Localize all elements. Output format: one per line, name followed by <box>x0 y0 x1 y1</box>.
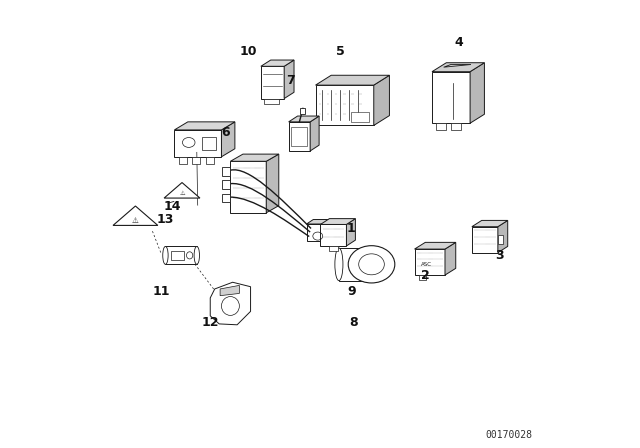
Text: ⚠: ⚠ <box>179 191 185 197</box>
Polygon shape <box>210 282 251 325</box>
Text: 12: 12 <box>202 316 219 329</box>
Polygon shape <box>321 224 346 246</box>
Polygon shape <box>310 116 319 151</box>
Polygon shape <box>220 285 239 296</box>
Polygon shape <box>230 161 266 213</box>
Polygon shape <box>174 122 235 130</box>
Polygon shape <box>498 235 503 244</box>
Polygon shape <box>432 72 470 123</box>
Text: 10: 10 <box>239 45 257 58</box>
Polygon shape <box>192 157 200 164</box>
Polygon shape <box>221 122 235 157</box>
Text: 00170028: 00170028 <box>486 430 533 439</box>
Polygon shape <box>261 60 294 66</box>
Text: 11: 11 <box>152 284 170 298</box>
Text: 5: 5 <box>336 45 344 58</box>
Text: ASC: ASC <box>420 262 431 267</box>
Text: 3: 3 <box>495 249 504 262</box>
Polygon shape <box>415 249 445 275</box>
Polygon shape <box>266 154 279 213</box>
Text: 8: 8 <box>349 316 358 329</box>
Ellipse shape <box>348 246 395 283</box>
Polygon shape <box>230 154 279 161</box>
Polygon shape <box>329 220 336 241</box>
Polygon shape <box>291 127 307 146</box>
Polygon shape <box>351 112 369 122</box>
Polygon shape <box>307 220 336 224</box>
Text: 14: 14 <box>163 199 181 213</box>
Text: 1: 1 <box>347 222 356 235</box>
Polygon shape <box>222 167 230 176</box>
Polygon shape <box>498 220 508 253</box>
Polygon shape <box>222 180 230 189</box>
Polygon shape <box>174 130 221 157</box>
Polygon shape <box>339 248 364 280</box>
Polygon shape <box>284 60 294 99</box>
Polygon shape <box>261 66 284 99</box>
Polygon shape <box>307 224 329 241</box>
Text: 7: 7 <box>287 74 295 87</box>
Text: 4: 4 <box>454 36 463 49</box>
Polygon shape <box>374 75 389 125</box>
Polygon shape <box>206 157 214 164</box>
Ellipse shape <box>163 246 168 264</box>
Polygon shape <box>472 227 498 253</box>
Polygon shape <box>346 219 355 246</box>
Text: 2: 2 <box>421 269 429 282</box>
Polygon shape <box>415 242 456 249</box>
Ellipse shape <box>335 248 343 280</box>
Polygon shape <box>436 123 446 130</box>
Polygon shape <box>164 182 200 198</box>
Polygon shape <box>171 251 184 260</box>
Polygon shape <box>316 85 374 125</box>
Polygon shape <box>165 246 197 264</box>
Polygon shape <box>419 275 426 280</box>
Text: ⚠: ⚠ <box>132 216 139 225</box>
Polygon shape <box>445 242 456 275</box>
Polygon shape <box>470 63 484 123</box>
Polygon shape <box>289 116 319 122</box>
Polygon shape <box>300 108 305 114</box>
Polygon shape <box>202 137 216 150</box>
Polygon shape <box>222 194 230 202</box>
Polygon shape <box>264 99 279 104</box>
Polygon shape <box>179 157 187 164</box>
Polygon shape <box>451 123 461 130</box>
Text: 13: 13 <box>157 213 174 226</box>
Polygon shape <box>316 75 389 85</box>
Ellipse shape <box>194 246 200 264</box>
Text: 9: 9 <box>347 284 356 298</box>
Polygon shape <box>329 246 338 251</box>
Polygon shape <box>113 206 158 225</box>
Polygon shape <box>289 122 310 151</box>
Polygon shape <box>321 219 355 224</box>
Text: 6: 6 <box>221 125 230 139</box>
Polygon shape <box>472 220 508 227</box>
Polygon shape <box>432 63 484 72</box>
